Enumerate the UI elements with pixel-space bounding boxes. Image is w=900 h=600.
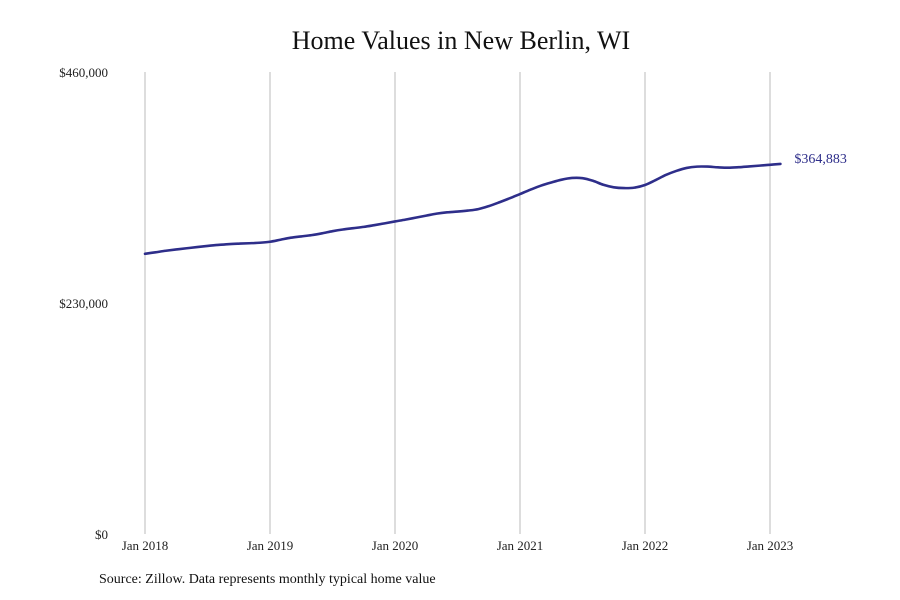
y-axis-tick-labels: $0 $230,000 $460,000 bbox=[59, 65, 108, 542]
y-tick-label: $230,000 bbox=[59, 296, 108, 311]
x-tick-label: Jan 2019 bbox=[247, 538, 294, 553]
source-note: Source: Zillow. Data represents monthly … bbox=[99, 572, 436, 587]
series-layer: $364,883 bbox=[143, 152, 847, 256]
x-tick-label: Jan 2021 bbox=[497, 538, 544, 553]
x-axis-tick-labels: Jan 2018 Jan 2019 Jan 2020 Jan 2021 Jan 2022… bbox=[122, 538, 794, 553]
x-tick-label: Jan 2018 bbox=[122, 538, 169, 553]
vertical-gridlines bbox=[144, 72, 771, 534]
x-tick-label: Jan 2022 bbox=[622, 538, 669, 553]
x-tick-label: Jan 2020 bbox=[372, 538, 419, 553]
x-tick-label: Jan 2023 bbox=[747, 538, 794, 553]
chart-title: Home Values in New Berlin, WI bbox=[291, 26, 631, 55]
y-tick-label: $460,000 bbox=[59, 65, 108, 80]
y-tick-label: $0 bbox=[95, 527, 108, 542]
end-value-label: $364,883 bbox=[794, 152, 847, 167]
series-line-0 bbox=[143, 162, 782, 256]
